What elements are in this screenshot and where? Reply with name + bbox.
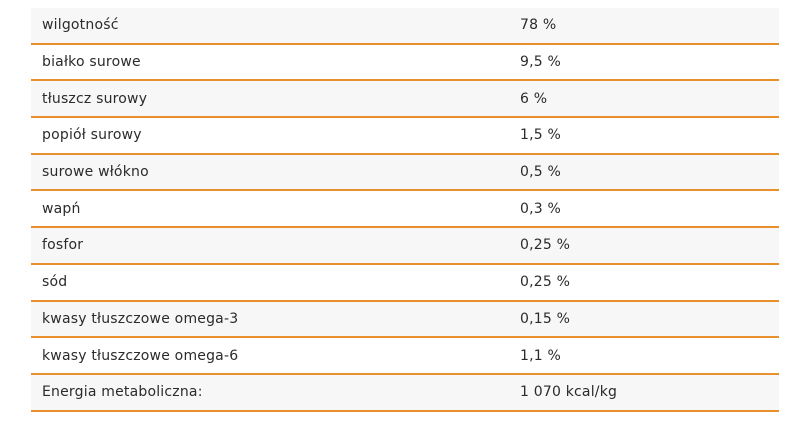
table-row: popiół surowy 1,5 % [31, 117, 779, 155]
row-value: 0,5 % [520, 153, 779, 192]
row-name: popiół surowy [31, 117, 520, 155]
table-row: sód 0,25 % [31, 263, 779, 302]
nutrition-table: wilgotność 78 % białko surowe 9,5 % tłus… [31, 8, 779, 412]
row-name: kwasy tłuszczowe omega-6 [31, 337, 520, 375]
row-value: 9,5 % [520, 43, 779, 82]
row-value: 0,15 % [520, 300, 779, 339]
table-row: wapń 0,3 % [31, 190, 779, 229]
row-name: kwasy tłuszczowe omega-3 [31, 300, 520, 339]
row-value: 0,3 % [520, 190, 779, 229]
table-row: fosfor 0,25 % [31, 227, 779, 265]
row-name: białko surowe [31, 43, 520, 82]
row-value: 1,5 % [520, 117, 779, 155]
table-row: surowe włókno 0,5 % [31, 153, 779, 192]
row-value: 0,25 % [520, 263, 779, 302]
row-name: fosfor [31, 227, 520, 265]
table-row: wilgotność 78 % [31, 8, 779, 45]
row-value: 78 % [520, 8, 779, 45]
row-name: Energia metaboliczna: [31, 373, 520, 412]
table-row: kwasy tłuszczowe omega-6 1,1 % [31, 337, 779, 375]
table-row: kwasy tłuszczowe omega-3 0,15 % [31, 300, 779, 339]
row-value: 0,25 % [520, 227, 779, 265]
row-value: 1 070 kcal/kg [520, 373, 779, 412]
row-name: wilgotność [31, 8, 520, 45]
row-name: surowe włókno [31, 153, 520, 192]
row-name: tłuszcz surowy [31, 80, 520, 119]
table-row: Energia metaboliczna: 1 070 kcal/kg [31, 373, 779, 412]
table-row: tłuszcz surowy 6 % [31, 80, 779, 119]
row-value: 6 % [520, 80, 779, 119]
row-value: 1,1 % [520, 337, 779, 375]
table-row: białko surowe 9,5 % [31, 43, 779, 82]
row-name: wapń [31, 190, 520, 229]
row-name: sód [31, 263, 520, 302]
